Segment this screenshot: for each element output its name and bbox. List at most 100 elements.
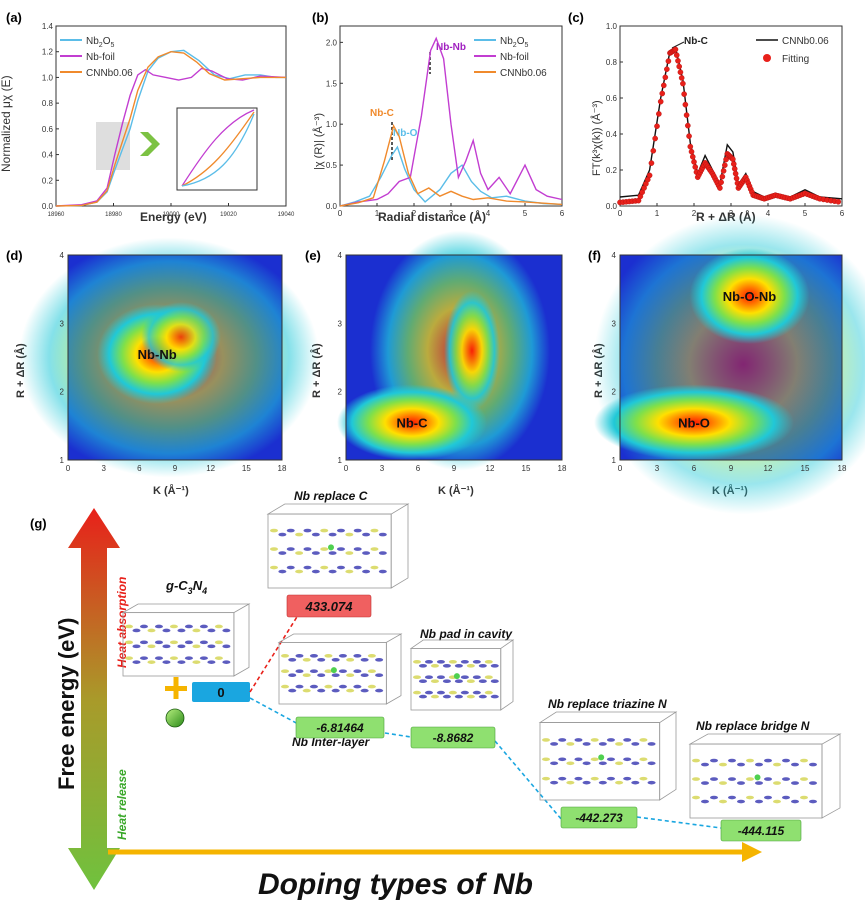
fitting-point xyxy=(677,69,684,75)
atom xyxy=(303,565,312,570)
atom xyxy=(360,673,369,677)
atom xyxy=(295,532,304,537)
y-tick-label: 1.0 xyxy=(42,73,54,82)
y-tick-label: 0.2 xyxy=(606,166,618,175)
atom xyxy=(728,758,736,763)
atom xyxy=(192,628,201,633)
atom xyxy=(542,776,550,781)
atom xyxy=(346,688,355,693)
atom xyxy=(367,669,376,673)
atom xyxy=(701,762,709,767)
atom xyxy=(442,694,451,699)
fitting-point xyxy=(722,162,728,168)
connector-to-replace-c xyxy=(249,611,301,693)
y-tick-label: 0.0 xyxy=(326,202,338,211)
series-line xyxy=(55,67,287,207)
panel-b-chart: |χ (R)| (Å⁻³) Radial distance (Å) Nb-Nb … xyxy=(312,25,563,224)
step-value-box-bridge xyxy=(720,819,802,842)
atom xyxy=(746,795,754,800)
x-tick-label: 15 xyxy=(801,464,810,473)
zoom-arrow-icon xyxy=(140,132,160,156)
x-tick-label: 9 xyxy=(173,464,178,473)
atom xyxy=(484,690,493,695)
y-tick-label: 2 xyxy=(60,388,65,397)
y-tick-label: 0.6 xyxy=(42,125,54,134)
atom xyxy=(436,690,445,695)
atom xyxy=(288,688,297,693)
atom xyxy=(317,673,326,677)
atom xyxy=(353,547,362,551)
y-tick-label: 4 xyxy=(612,251,617,260)
series-line xyxy=(55,50,286,207)
y-tick-label: 0.8 xyxy=(42,99,54,108)
inset-cnnb xyxy=(181,111,255,187)
atom xyxy=(791,762,799,767)
atom xyxy=(590,757,599,762)
atom xyxy=(800,777,808,781)
atom xyxy=(764,777,772,781)
cell-front xyxy=(278,642,387,705)
atom xyxy=(782,758,790,763)
heatmap-frame xyxy=(619,254,843,461)
fitting-point xyxy=(654,123,660,129)
crystal-structure xyxy=(121,603,251,677)
connector-to-triazine xyxy=(494,740,563,821)
atom xyxy=(375,658,384,662)
x-axis-label: Energy (eV) xyxy=(140,210,207,224)
cell-edges xyxy=(266,503,410,589)
panel-letter-g: (g) xyxy=(30,516,47,531)
fitting-point xyxy=(682,101,689,108)
atom xyxy=(782,777,790,781)
y-tick-label: 2 xyxy=(612,388,617,397)
atom xyxy=(647,742,656,746)
y-tick-label: 0.0 xyxy=(606,202,618,211)
x-tick-label: 5 xyxy=(523,209,528,218)
atom xyxy=(582,742,591,746)
atom xyxy=(360,658,369,662)
atom xyxy=(466,694,475,699)
atom xyxy=(125,624,133,629)
cell-edges xyxy=(121,603,251,677)
legend-label-cnnb: CNNb0.06 xyxy=(86,68,133,79)
atom xyxy=(574,738,583,742)
atom xyxy=(737,762,745,767)
crystal-structure xyxy=(277,633,403,705)
atom xyxy=(154,624,163,629)
atom xyxy=(558,776,567,781)
atom xyxy=(214,624,223,629)
atom xyxy=(424,675,433,679)
atom xyxy=(278,532,287,537)
fitting-point xyxy=(678,75,685,81)
connector-to-cavity xyxy=(384,732,412,738)
atom xyxy=(615,742,624,746)
x-tick-label: 19000 xyxy=(163,212,180,218)
atom xyxy=(566,780,575,785)
atom xyxy=(345,569,354,574)
atom xyxy=(320,528,329,533)
step-value-box-inter-layer xyxy=(295,716,385,739)
atom xyxy=(490,694,499,699)
atom xyxy=(222,628,231,633)
atom xyxy=(169,640,178,645)
atom xyxy=(755,781,763,785)
x-tick-label: 15 xyxy=(522,464,531,473)
atom xyxy=(809,762,817,767)
atom xyxy=(139,656,148,660)
legend-swatch-fitting xyxy=(763,54,771,62)
fitting-point xyxy=(732,170,739,177)
atom xyxy=(639,757,648,762)
atom xyxy=(442,664,451,668)
atom xyxy=(286,547,295,551)
y-tick-label: 3 xyxy=(612,319,617,328)
atom xyxy=(550,761,559,766)
atom xyxy=(302,658,311,662)
fitting-point xyxy=(718,179,724,186)
atom xyxy=(746,758,754,763)
atom xyxy=(311,551,320,555)
atom xyxy=(550,742,559,746)
atom xyxy=(478,694,487,699)
atom xyxy=(582,780,591,785)
atom xyxy=(800,795,808,800)
plot-frame xyxy=(619,25,843,207)
